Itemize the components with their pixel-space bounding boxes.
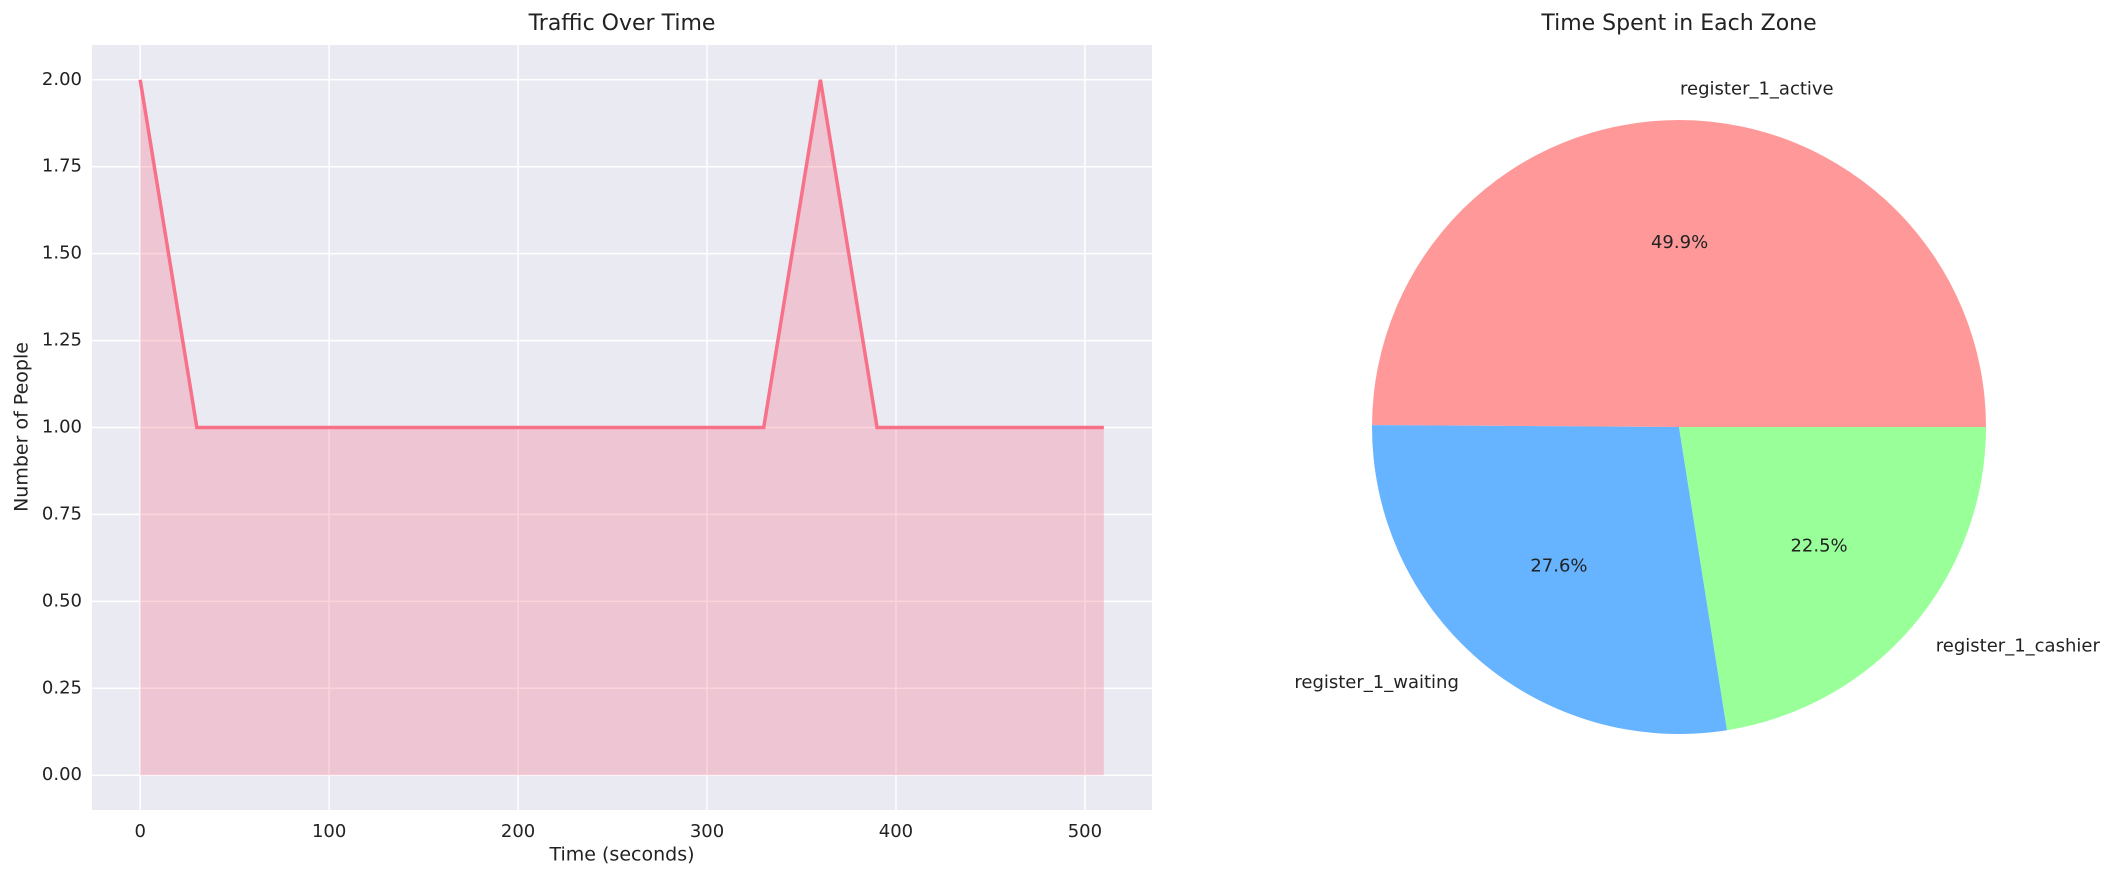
pie-value-label: 27.6% bbox=[1530, 556, 1587, 577]
pie-value-label: 49.9% bbox=[1651, 232, 1708, 253]
y-tick-label: 0.50 bbox=[42, 590, 82, 611]
x-tick-label: 200 bbox=[501, 821, 535, 842]
chart-title: Traffic Over Time bbox=[528, 11, 716, 36]
chart-title: Time Spent in Each Zone bbox=[1540, 11, 1816, 36]
pie-wedge bbox=[1372, 425, 1728, 734]
pie-label: register_1_cashier bbox=[1936, 635, 2101, 656]
y-tick-label: 1.25 bbox=[42, 330, 82, 351]
x-tick-label: 400 bbox=[879, 821, 913, 842]
pie-label: register_1_active bbox=[1680, 78, 1834, 99]
y-tick-label: 0.00 bbox=[42, 764, 82, 785]
x-tick-label: 500 bbox=[1068, 821, 1102, 842]
x-tick-label: 100 bbox=[312, 821, 346, 842]
y-axis-label: Number of People bbox=[11, 342, 33, 512]
y-tick-label: 1.00 bbox=[42, 417, 82, 438]
line bbox=[138, 79, 1104, 430]
y-tick-label: 0.25 bbox=[42, 677, 82, 698]
pie-wedge bbox=[1372, 120, 1986, 427]
x-tick-label: 0 bbox=[134, 821, 145, 842]
y-tick-label: 0.75 bbox=[42, 503, 82, 524]
pie-label: register_1_waiting bbox=[1294, 672, 1459, 693]
pie-wedge bbox=[1679, 427, 1986, 731]
y-tick-label: 2.00 bbox=[42, 69, 82, 90]
y-tick-label: 1.50 bbox=[42, 243, 82, 264]
y-tick-label: 1.75 bbox=[42, 156, 82, 177]
pie-value-label: 22.5% bbox=[1790, 536, 1847, 557]
x-tick-label: 300 bbox=[690, 821, 724, 842]
x-axis-label: Time (seconds) bbox=[548, 844, 694, 866]
